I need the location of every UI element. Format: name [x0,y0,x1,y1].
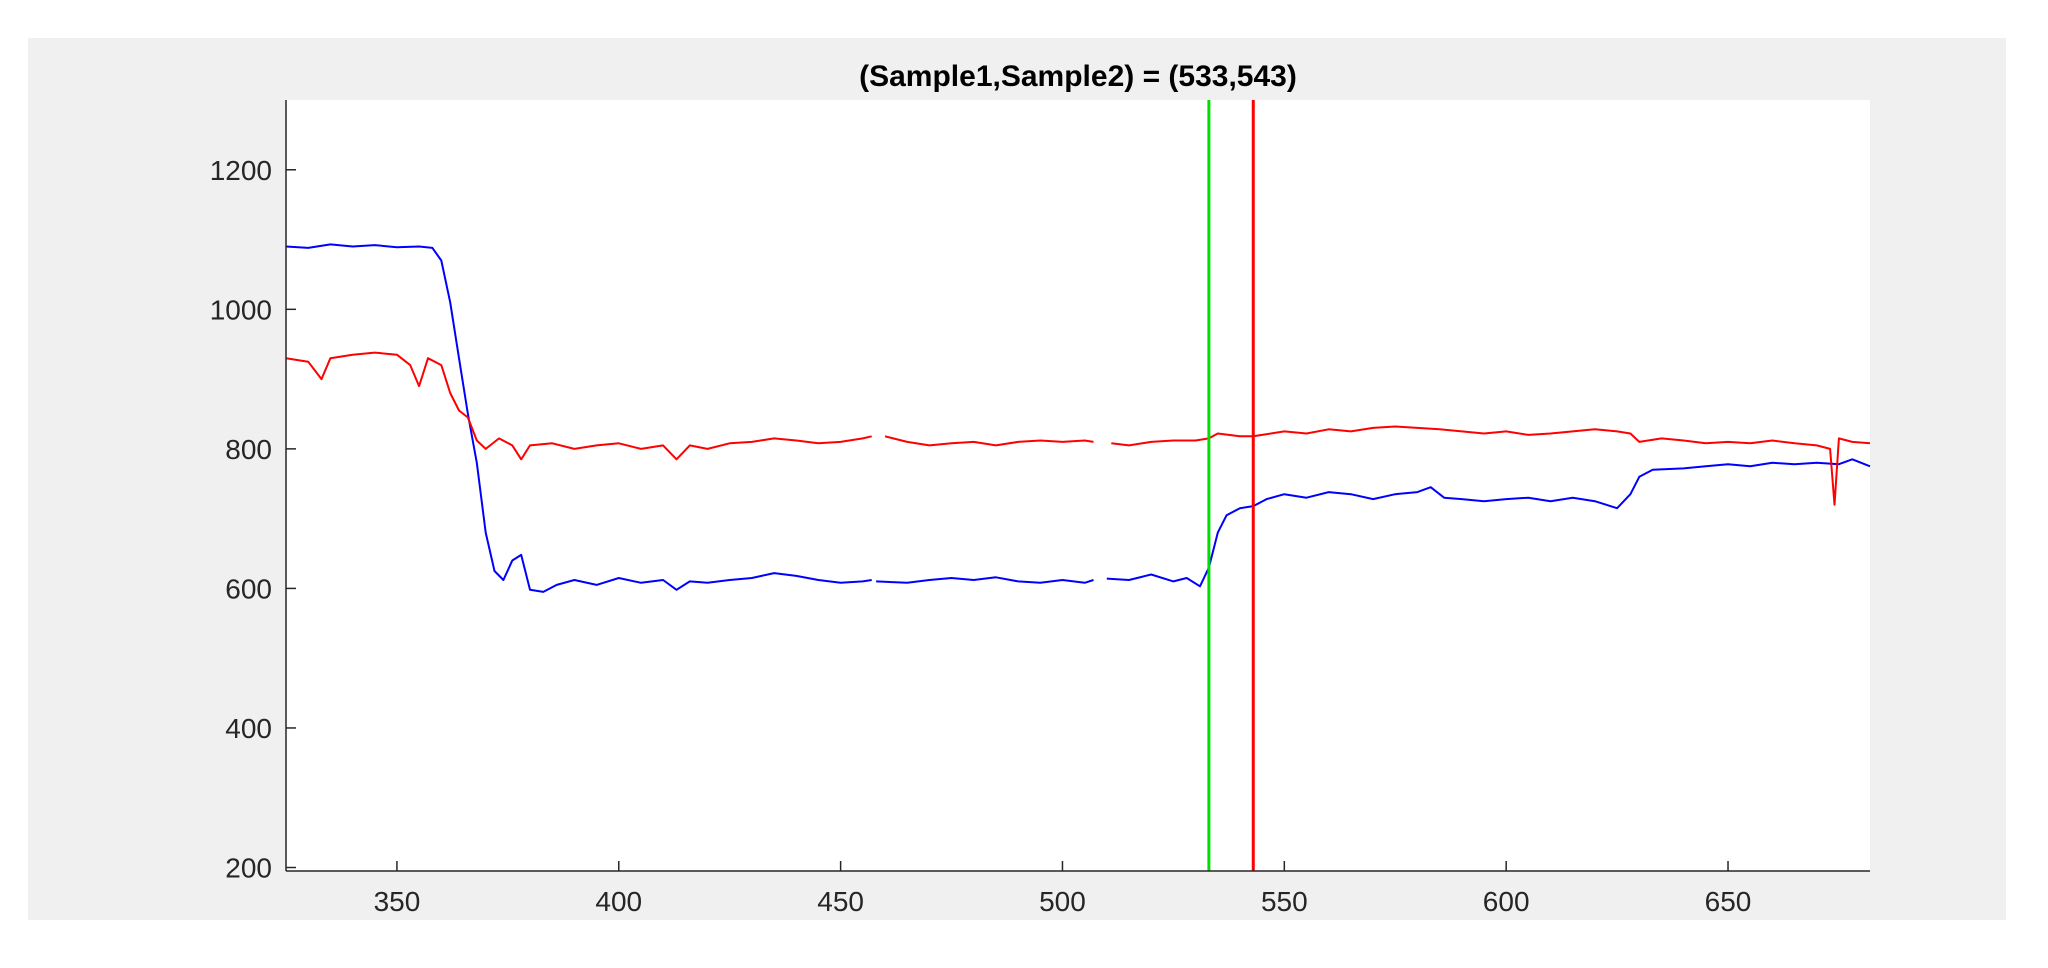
line-chart: 350 400 450 500 550 600 650 200 400 600 800 1000 120… [210,60,1871,917]
plot-area [286,100,1870,871]
y-tick-label: 600 [225,573,272,604]
series-1-segment-3 [1106,458,1871,588]
marker-layer [1207,100,1255,871]
x-tick-label: 350 [374,886,421,917]
series-2-segment-1 [285,351,872,461]
tick-labels: 350 400 450 500 550 600 650 200 400 600 800 1000 120… [210,155,1752,917]
x-tick-label: 600 [1483,886,1530,917]
x-tick-label: 400 [595,886,642,917]
series-2-segment-2 [884,435,1094,447]
x-tick-label: 550 [1261,886,1308,917]
series-2-segment-3 [1111,425,1871,506]
y-tick-label: 1200 [210,155,272,186]
figure-panel: 350 400 450 500 550 600 650 200 400 600 800 1000 120… [28,38,2006,920]
series-1-segment-2 [876,576,1094,584]
x-tick-label: 650 [1705,886,1752,917]
x-tick-label: 450 [817,886,864,917]
axes [285,100,1870,872]
y-tick-label: 800 [225,434,272,465]
y-tick-label: 400 [225,713,272,744]
y-tick-label: 200 [225,853,272,884]
chart-title: (Sample1,Sample2) = (533,543) [859,60,1297,93]
series-1-segment-1 [285,243,872,593]
x-tick-label: 500 [1039,886,1086,917]
series-layer [285,243,1871,593]
y-tick-label: 1000 [210,294,272,325]
